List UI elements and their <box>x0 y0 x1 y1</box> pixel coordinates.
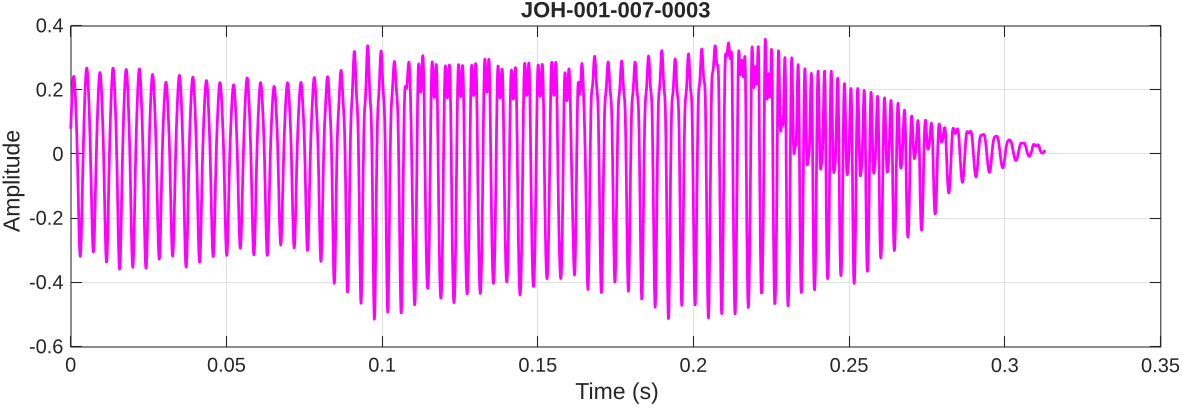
svg-text:0.25: 0.25 <box>830 355 869 377</box>
svg-text:0.15: 0.15 <box>518 355 557 377</box>
svg-text:0: 0 <box>65 355 76 377</box>
svg-text:0.2: 0.2 <box>36 80 64 102</box>
svg-text:Amplitude: Amplitude <box>0 130 25 232</box>
svg-text:0.1: 0.1 <box>368 355 396 377</box>
svg-text:JOH-001-007-0003: JOH-001-007-0003 <box>521 0 711 22</box>
svg-text:0.2: 0.2 <box>680 355 708 377</box>
svg-text:-0.4: -0.4 <box>29 272 63 294</box>
svg-text:0: 0 <box>52 144 63 166</box>
svg-text:0.3: 0.3 <box>991 355 1019 377</box>
svg-text:-0.6: -0.6 <box>29 336 63 358</box>
svg-text:Time (s): Time (s) <box>575 378 658 404</box>
svg-text:-0.2: -0.2 <box>29 208 63 230</box>
svg-text:0.35: 0.35 <box>1141 355 1180 377</box>
svg-text:0.4: 0.4 <box>36 15 64 37</box>
svg-text:0.05: 0.05 <box>207 355 246 377</box>
